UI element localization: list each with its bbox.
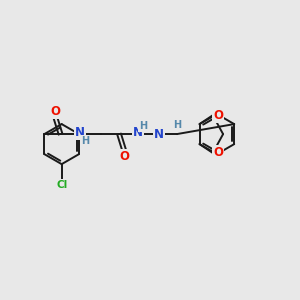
Text: N: N — [133, 126, 143, 140]
Text: O: O — [213, 146, 223, 159]
Text: N: N — [75, 126, 85, 140]
Text: H: H — [173, 120, 181, 130]
Text: H: H — [81, 136, 89, 146]
Text: Cl: Cl — [56, 180, 67, 190]
Text: O: O — [119, 150, 129, 163]
Text: O: O — [213, 109, 223, 122]
Text: H: H — [139, 121, 147, 131]
Text: N: N — [154, 128, 164, 141]
Text: O: O — [50, 105, 60, 118]
